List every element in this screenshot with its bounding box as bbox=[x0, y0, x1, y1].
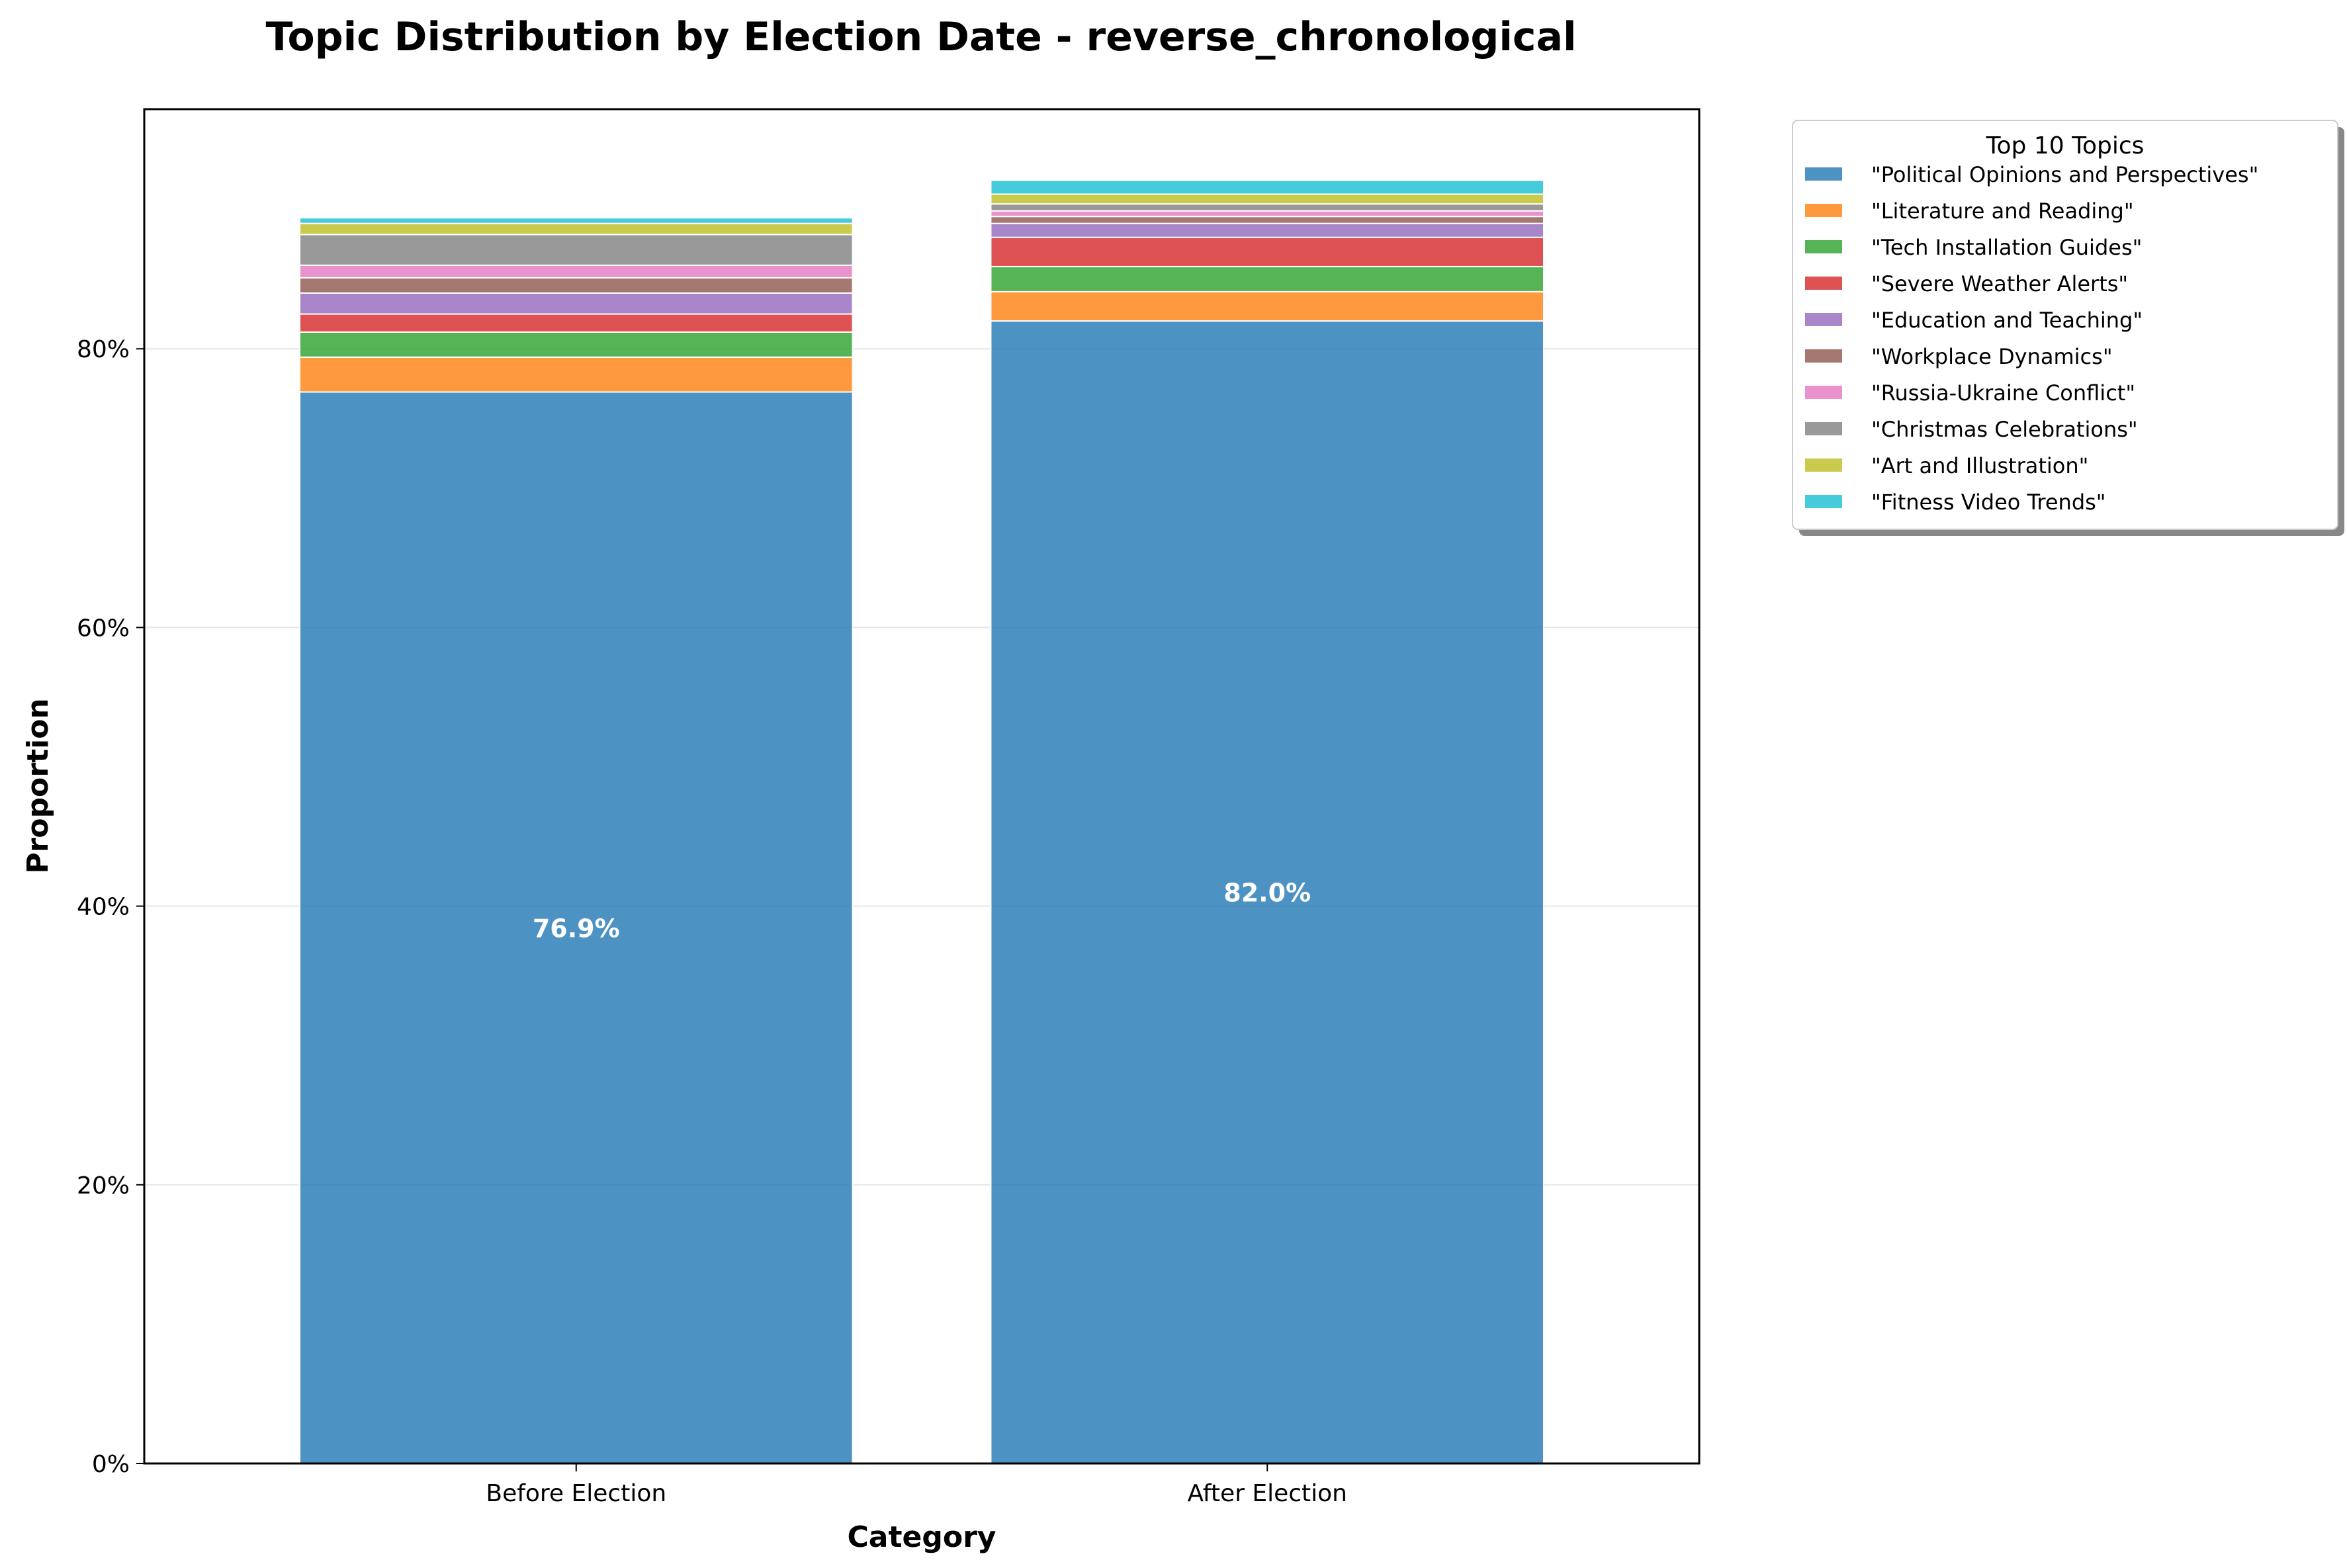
y-tick-label: 0% bbox=[92, 1451, 130, 1478]
legend-swatch bbox=[1805, 313, 1842, 326]
x-axis-label: Category bbox=[848, 1520, 996, 1554]
legend-entry: "Russia-Ukraine Conflict" bbox=[1871, 380, 2135, 406]
y-axis-label: Proportion bbox=[21, 698, 55, 873]
y-tick-label: 80% bbox=[77, 336, 130, 363]
bar-segment bbox=[299, 292, 854, 315]
legend: Top 10 Topics "Political Opinions and Pe… bbox=[1792, 120, 2344, 536]
legend-title: Top 10 Topics bbox=[1986, 132, 2145, 159]
legend-entry: "Christmas Celebrations" bbox=[1871, 417, 2138, 442]
bar-segment bbox=[990, 193, 1544, 205]
bar-segment bbox=[990, 222, 1544, 238]
bar-segment bbox=[299, 331, 854, 358]
bar-segment bbox=[299, 313, 854, 333]
chart-title: Topic Distribution by Election Date - re… bbox=[265, 14, 1576, 60]
bar-value-label: 82.0% bbox=[1223, 879, 1311, 908]
x-tick-label: Before Election bbox=[486, 1480, 666, 1507]
legend-entry: "Literature and Reading" bbox=[1871, 198, 2134, 224]
plot-frame bbox=[143, 108, 1701, 1465]
legend-swatch bbox=[1805, 422, 1842, 435]
x-tick-label: After Election bbox=[1187, 1480, 1347, 1507]
bar-segment bbox=[990, 216, 1544, 224]
bar-segment bbox=[299, 264, 854, 279]
bar-segment bbox=[990, 320, 1544, 1464]
bar-segment bbox=[299, 234, 854, 266]
x-axis: Before Election After Election bbox=[486, 1463, 1347, 1507]
bar-segment bbox=[299, 217, 854, 224]
bar-segment bbox=[990, 290, 1544, 322]
legend-swatch bbox=[1805, 167, 1842, 181]
legend-swatch bbox=[1805, 495, 1842, 508]
legend-entry: "Tech Installation Guides" bbox=[1871, 235, 2142, 260]
legend-swatch bbox=[1805, 277, 1842, 290]
legend-entry: "Severe Weather Alerts" bbox=[1871, 271, 2128, 296]
legend-swatch bbox=[1805, 386, 1842, 399]
y-axis: 0% 20% 40% 60% 80% bbox=[77, 336, 144, 1478]
legend-swatch bbox=[1805, 204, 1842, 217]
legend-swatch bbox=[1805, 458, 1842, 472]
bars bbox=[299, 179, 1544, 1464]
bar-segment bbox=[990, 265, 1544, 292]
bar-segment bbox=[299, 222, 854, 236]
y-tick-label: 20% bbox=[77, 1172, 130, 1199]
bar-segment bbox=[990, 203, 1544, 212]
legend-box bbox=[1792, 120, 2338, 530]
bar-segment bbox=[299, 356, 854, 393]
bar-value-label: 76.9% bbox=[533, 914, 620, 943]
legend-entry: "Workplace Dynamics" bbox=[1871, 344, 2113, 369]
legend-entry: "Education and Teaching" bbox=[1871, 308, 2143, 333]
legend-swatch bbox=[1805, 240, 1842, 253]
bar-segment bbox=[299, 391, 854, 1464]
y-tick-label: 60% bbox=[77, 615, 130, 642]
legend-entry: "Art and Illustration" bbox=[1871, 453, 2088, 478]
bar-segment bbox=[990, 210, 1544, 218]
bar-labels: 76.9% 82.0% bbox=[533, 879, 1311, 943]
y-tick-label: 40% bbox=[77, 894, 130, 921]
legend-entry: "Fitness Video Trends" bbox=[1871, 490, 2106, 515]
bar-segment bbox=[990, 236, 1544, 267]
bar-segment bbox=[299, 277, 854, 294]
legend-entry: "Political Opinions and Perspectives" bbox=[1871, 162, 2258, 187]
bar-segment bbox=[990, 179, 1544, 195]
legend-swatch bbox=[1805, 349, 1842, 363]
